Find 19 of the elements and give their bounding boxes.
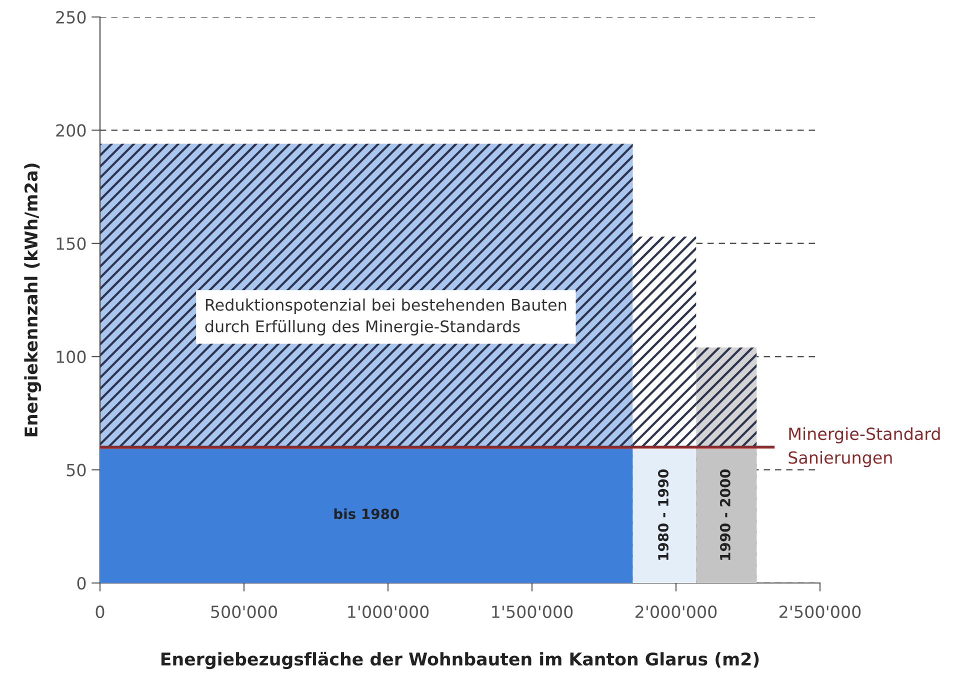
series-label: 1990 - 2000 (720, 469, 730, 560)
y-tick-label: 0 (77, 576, 86, 590)
x-tick-label: 0 (96, 606, 104, 618)
y-tick-label: 50 (66, 464, 86, 476)
y-axis-title: Energiekennzahl (kWh/m2a) (24, 164, 42, 436)
y-tick-label: 100 (56, 350, 86, 364)
x-axis-title: Energiebezugsfläche der Wohnbauten im Kanton Glarus (m2) (161, 652, 759, 670)
y-tick-label: 250 (56, 10, 86, 24)
x-tick-label: 1'500'000 (492, 606, 573, 618)
x-tick-label: 2'000'000 (636, 606, 717, 618)
x-tick-label: 2'500'000 (780, 606, 861, 618)
series-label: bis 1980 (334, 508, 399, 520)
series-label: 1980 - 1990 (658, 469, 669, 560)
x-tick-label: 1'000'000 (348, 606, 429, 618)
annotation: Reduktionspotenzial bei bestehenden Bauten durch Erfüllung des Minergie-Standards (205, 298, 566, 336)
y-tick-label: 150 (56, 237, 86, 250)
x-tick-label: 500'000 (211, 606, 277, 618)
ref-line-label: Minergie-Standard Sanierungen (788, 427, 940, 468)
y-tick-label: 200 (56, 124, 86, 137)
